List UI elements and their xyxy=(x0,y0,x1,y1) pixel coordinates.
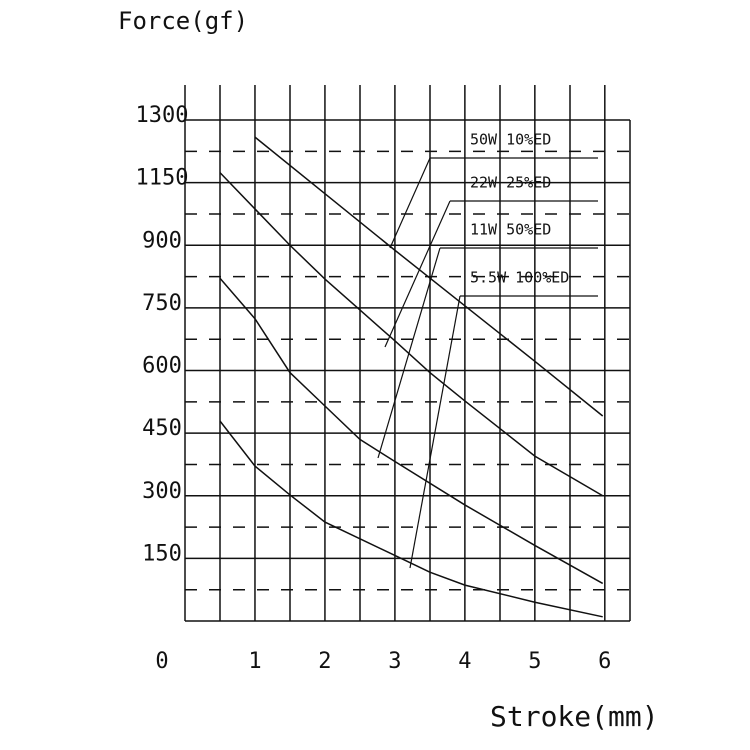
y-tick-label: 450 xyxy=(142,416,182,441)
series-line xyxy=(254,136,604,417)
series-line xyxy=(219,420,603,618)
x-tick-label: 6 xyxy=(598,649,611,674)
x-tick-label: 1 xyxy=(248,649,261,674)
series-label: 5.5W 100%ED xyxy=(470,269,569,287)
series-line xyxy=(219,172,604,497)
x-tick-label: 3 xyxy=(388,649,401,674)
y-tick-label: 1300 xyxy=(136,103,189,128)
label-leader xyxy=(377,247,441,459)
x-axis-title: Stroke(mm) xyxy=(490,700,659,733)
y-tick-label: 0 xyxy=(155,649,168,674)
x-tick-label: 4 xyxy=(458,649,471,674)
x-tick-label: 5 xyxy=(528,649,541,674)
y-tick-label: 300 xyxy=(142,479,182,504)
label-leader xyxy=(389,157,431,249)
y-tick-label: 600 xyxy=(142,354,182,379)
y-tick-label: 150 xyxy=(142,541,182,566)
label-leader xyxy=(409,295,461,569)
label-leader xyxy=(384,200,451,348)
y-axis-title: Force(gf) xyxy=(118,7,248,35)
series-label: 11W 50%ED xyxy=(470,221,551,239)
series-line xyxy=(219,277,604,585)
series-label: 50W 10%ED xyxy=(470,131,551,149)
series-label: 22W 25%ED xyxy=(470,174,551,192)
y-tick-label: 750 xyxy=(142,291,182,316)
x-tick-label: 2 xyxy=(318,649,331,674)
y-tick-label: 900 xyxy=(142,228,182,253)
y-tick-label: 1150 xyxy=(136,166,189,191)
